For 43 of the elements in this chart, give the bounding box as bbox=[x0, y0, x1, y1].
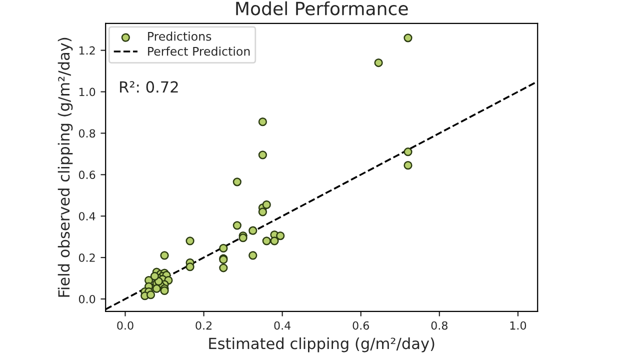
point bbox=[238, 234, 248, 242]
point bbox=[152, 284, 161, 293]
point bbox=[248, 251, 258, 260]
legend-label: Perfect Prediction bbox=[148, 46, 250, 56]
y-axis-title: Field observed clipping (g/m²/day) bbox=[58, 38, 73, 297]
y-tick-label: 0.4 bbox=[78, 212, 96, 220]
point bbox=[270, 236, 279, 246]
x-tick-label: 0.2 bbox=[196, 321, 212, 330]
y-tick-label: 1.2 bbox=[79, 46, 95, 55]
point bbox=[150, 272, 159, 280]
point bbox=[232, 178, 242, 186]
x-tick-label: 0.8 bbox=[431, 321, 448, 330]
point bbox=[404, 148, 412, 156]
point bbox=[146, 290, 156, 300]
point bbox=[262, 236, 271, 246]
y-tick-label: 1.0 bbox=[79, 88, 96, 96]
point bbox=[258, 150, 267, 160]
point bbox=[219, 244, 228, 253]
y-tick-label: 0.0 bbox=[78, 294, 96, 304]
point bbox=[248, 226, 258, 235]
x-tick-label: 0.0 bbox=[117, 321, 134, 330]
point bbox=[374, 58, 383, 68]
x-axis-title: Estimated clipping (g/m²/day) bbox=[209, 337, 434, 352]
y-tick-label: 0.6 bbox=[78, 170, 96, 180]
point bbox=[258, 208, 267, 216]
chart-title: Model Performance bbox=[236, 1, 408, 16]
point bbox=[232, 221, 242, 230]
y-tick-label: 0.2 bbox=[78, 254, 95, 262]
point bbox=[404, 34, 412, 42]
point bbox=[186, 236, 194, 246]
point bbox=[186, 262, 194, 272]
point bbox=[276, 231, 285, 240]
point bbox=[219, 264, 228, 272]
y-tick-label: 0.8 bbox=[78, 129, 96, 138]
point bbox=[262, 200, 271, 209]
legend-label: Predictions bbox=[148, 32, 212, 41]
x-tick-label: 1.0 bbox=[510, 321, 526, 330]
x-tick-label: 0.4 bbox=[274, 321, 291, 330]
point bbox=[404, 161, 412, 170]
point bbox=[160, 251, 169, 260]
x-tick-label: 0.6 bbox=[352, 321, 370, 330]
point bbox=[258, 118, 267, 126]
annotation: R²: 0.72 bbox=[120, 81, 178, 93]
